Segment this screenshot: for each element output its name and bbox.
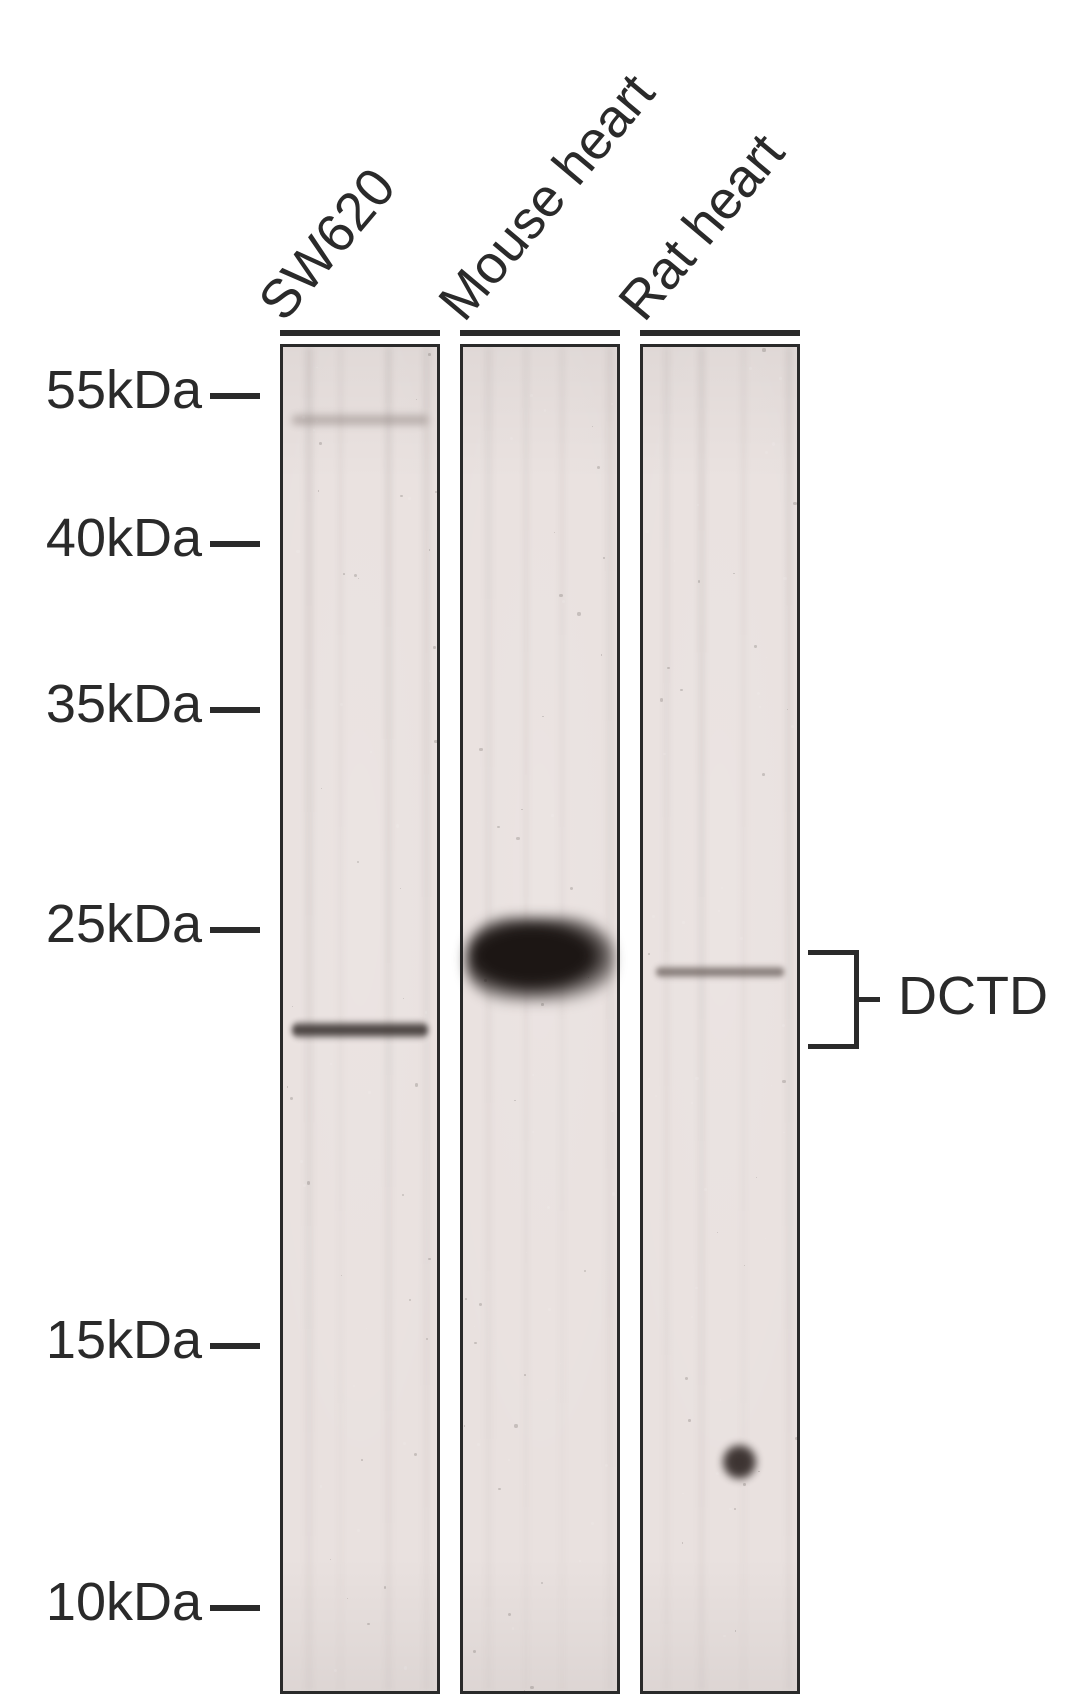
- marker-label-3: 25kDa: [0, 897, 202, 951]
- lane-sw620-top-tick: [280, 330, 440, 336]
- lane-mouse-heart: [460, 344, 620, 1694]
- band-0: [292, 1020, 428, 1040]
- lane-rat-heart-label: Rat heart: [607, 122, 797, 332]
- marker-tick-2: [210, 707, 260, 713]
- marker-tick-4: [210, 1343, 260, 1349]
- band-3: [656, 965, 784, 979]
- lane-sw620-label: SW620: [247, 156, 408, 332]
- marker-label-5: 10kDa: [0, 1575, 202, 1629]
- target-bracket-bottom: [808, 1044, 859, 1049]
- marker-tick-0: [210, 393, 260, 399]
- marker-tick-3: [210, 927, 260, 933]
- lane-mouse-heart-streaks: [463, 347, 617, 1691]
- marker-tick-1: [210, 541, 260, 547]
- target-bracket-top: [808, 950, 859, 955]
- band-2: [466, 917, 613, 1003]
- band-4: [722, 1444, 757, 1480]
- western-blot-figure: 55kDa40kDa35kDa25kDa15kDa10kDaSW620Mouse…: [0, 0, 1080, 1702]
- lane-sw620-streaks: [283, 347, 437, 1691]
- lane-rat-heart-streaks: [643, 347, 797, 1691]
- marker-label-1: 40kDa: [0, 511, 202, 565]
- marker-label-0: 55kDa: [0, 363, 202, 417]
- target-bracket-out: [854, 997, 880, 1002]
- lane-sw620: [280, 344, 440, 1694]
- target-label: DCTD: [898, 965, 1048, 1027]
- marker-label-2: 35kDa: [0, 677, 202, 731]
- marker-label-4: 15kDa: [0, 1313, 202, 1367]
- lane-mouse-heart-top-tick: [460, 330, 620, 336]
- lane-rat-heart-top-tick: [640, 330, 800, 336]
- lane-rat-heart: [640, 344, 800, 1694]
- band-1: [292, 413, 428, 427]
- marker-tick-5: [210, 1605, 260, 1611]
